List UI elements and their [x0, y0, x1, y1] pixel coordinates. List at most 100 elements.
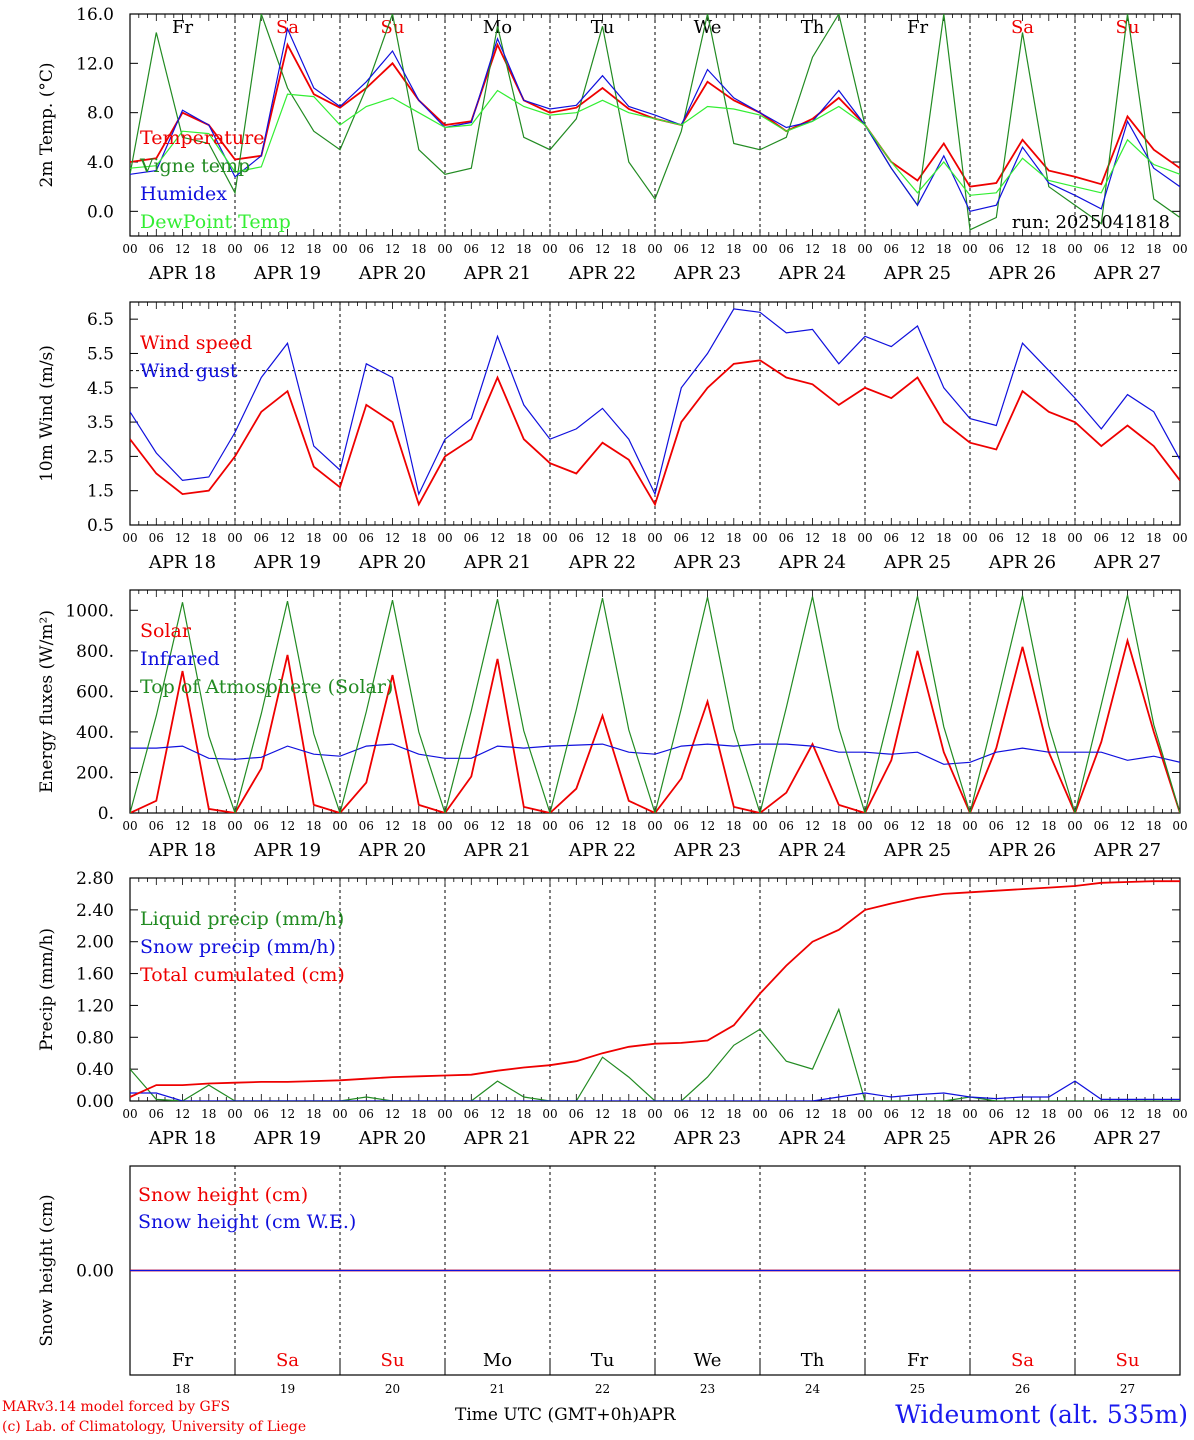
- panel-3: 00 06 12 18 00 06 12 18 00 06 12 18 00 06 12 18 00 06 12 18…: [37, 589, 1188, 861]
- hour-tick-label: 12: [280, 1107, 295, 1121]
- panel-1: 00 06 12 18 00 06 12 18 00 06 12 18 00 06 12 18 00 06 12 18…: [37, 5, 1188, 284]
- y-tick-label: 0.80: [76, 1028, 114, 1048]
- hour-tick-label: 00: [647, 1107, 662, 1121]
- date-label: APR 27: [1093, 552, 1161, 573]
- hour-tick-label: 18: [936, 242, 951, 256]
- hour-tick-label: 06: [989, 819, 1004, 833]
- hour-tick-label: 00: [752, 242, 767, 256]
- date-label: APR 21: [463, 263, 531, 284]
- hour-tick-label: 12: [910, 1107, 925, 1121]
- date-label: APR 20: [358, 552, 426, 573]
- hour-tick-label: 12: [385, 1107, 400, 1121]
- y-tick-label: 1.20: [76, 996, 114, 1016]
- day-number-label: 27: [1120, 1382, 1135, 1396]
- station-label: Wideumont (alt. 535m): [895, 1400, 1188, 1429]
- hour-tick-label: 06: [779, 242, 794, 256]
- date-label: APR 25: [883, 1128, 951, 1149]
- series-line: [130, 594, 1180, 813]
- hour-tick-label: 12: [175, 1107, 190, 1121]
- hour-tick-label: 00: [227, 819, 242, 833]
- hour-tick-label: 12: [385, 531, 400, 545]
- y-tick-label: 2.80: [76, 869, 114, 889]
- series-line: [130, 743, 1180, 765]
- day-number-label: 25: [910, 1382, 925, 1396]
- legend-entry: Snow height (cm W.E.): [138, 1211, 356, 1233]
- hour-tick-label: 00: [542, 531, 557, 545]
- y-tick-label: 16.0: [76, 5, 114, 25]
- date-label: APR 25: [883, 552, 951, 573]
- y-tick-label: 0.5: [87, 516, 114, 536]
- hour-tick-label: 12: [490, 242, 505, 256]
- series-line: [130, 1080, 1180, 1101]
- date-label: APR 27: [1093, 840, 1161, 861]
- hour-tick-label: 12: [1120, 819, 1135, 833]
- hour-tick-label: 00: [857, 531, 872, 545]
- hour-tick-label: 00: [1067, 531, 1082, 545]
- hour-tick-label: 12: [280, 242, 295, 256]
- hour-tick-label: 18: [411, 819, 426, 833]
- panel-4: 00 06 12 18 00 06 12 18 00 06 12 18 00 06 12 18 00 06 12 18…: [37, 869, 1188, 1149]
- hour-tick-label: 00: [1172, 1107, 1187, 1121]
- hour-tick-label: 06: [254, 242, 269, 256]
- day-number-label: 18: [175, 1382, 190, 1396]
- hour-tick-label: 18: [936, 819, 951, 833]
- hour-tick-label: 06: [1094, 242, 1109, 256]
- weekday-label: Su: [1116, 1350, 1140, 1371]
- hour-tick-label: 12: [175, 819, 190, 833]
- date-label: APR 18: [148, 552, 216, 573]
- hour-tick-label: 18: [201, 1107, 216, 1121]
- hour-tick-label: 18: [516, 1107, 531, 1121]
- hour-tick-label: 00: [122, 531, 137, 545]
- hour-tick-label: 18: [201, 819, 216, 833]
- y-tick-label: 2.00: [76, 933, 114, 953]
- hour-tick-label: 06: [779, 1107, 794, 1121]
- hour-tick-label: 00: [332, 1107, 347, 1121]
- hour-tick-label: 18: [726, 819, 741, 833]
- y-tick-label: 0.00: [76, 1262, 114, 1282]
- date-label: APR 22: [568, 552, 636, 573]
- y-tick-label: 200.: [76, 763, 114, 783]
- plot-frame: [129, 301, 1181, 526]
- date-label: APR 24: [778, 1128, 846, 1149]
- hour-tick-label: 12: [280, 819, 295, 833]
- hour-tick-label: 06: [254, 1107, 269, 1121]
- hour-tick-label: 12: [910, 819, 925, 833]
- hour-tick-label: 06: [359, 531, 374, 545]
- hour-tick-label: 18: [1041, 819, 1056, 833]
- x-axis-label-text: Time UTC (GMT+0h): [455, 1405, 640, 1425]
- y-tick-label: 2.5: [87, 447, 114, 467]
- hour-tick-label: 12: [490, 1107, 505, 1121]
- hour-tick-label: 06: [884, 1107, 899, 1121]
- hour-tick-label: 18: [1146, 242, 1161, 256]
- hour-tick-label: 18: [516, 242, 531, 256]
- y-tick-label: 0.: [98, 804, 114, 824]
- legend-entry: DewPoint Temp: [140, 211, 291, 233]
- hour-tick-label: 12: [805, 242, 820, 256]
- y-tick-label: 6.5: [87, 310, 114, 330]
- series-line: [130, 89, 1180, 196]
- hour-tick-label: 00: [857, 819, 872, 833]
- hour-tick-label: 12: [805, 1107, 820, 1121]
- hour-tick-label: 00: [227, 531, 242, 545]
- date-label: APR 21: [463, 1128, 531, 1149]
- date-label: APR 23: [673, 263, 741, 284]
- hour-tick-label: 06: [884, 242, 899, 256]
- hour-tick-label: 18: [831, 1107, 846, 1121]
- hour-tick-label: 18: [516, 819, 531, 833]
- hour-tick-label: 06: [989, 242, 1004, 256]
- weekday-label: We: [694, 17, 722, 38]
- date-label: APR 21: [463, 552, 531, 573]
- hour-tick-label: 00: [962, 242, 977, 256]
- date-label: APR 18: [148, 840, 216, 861]
- hour-tick-label: 06: [254, 819, 269, 833]
- hour-tick-label: 00: [542, 242, 557, 256]
- date-label: APR 22: [568, 263, 636, 284]
- hour-tick-label: 12: [910, 531, 925, 545]
- hour-tick-label: 18: [726, 1107, 741, 1121]
- hour-tick-label: 06: [149, 531, 164, 545]
- hour-tick-label: 18: [1146, 819, 1161, 833]
- y-tick-label: 0.00: [76, 1092, 114, 1112]
- hour-tick-label: 12: [1120, 242, 1135, 256]
- hour-tick-label: 06: [149, 819, 164, 833]
- date-label: APR 20: [358, 1128, 426, 1149]
